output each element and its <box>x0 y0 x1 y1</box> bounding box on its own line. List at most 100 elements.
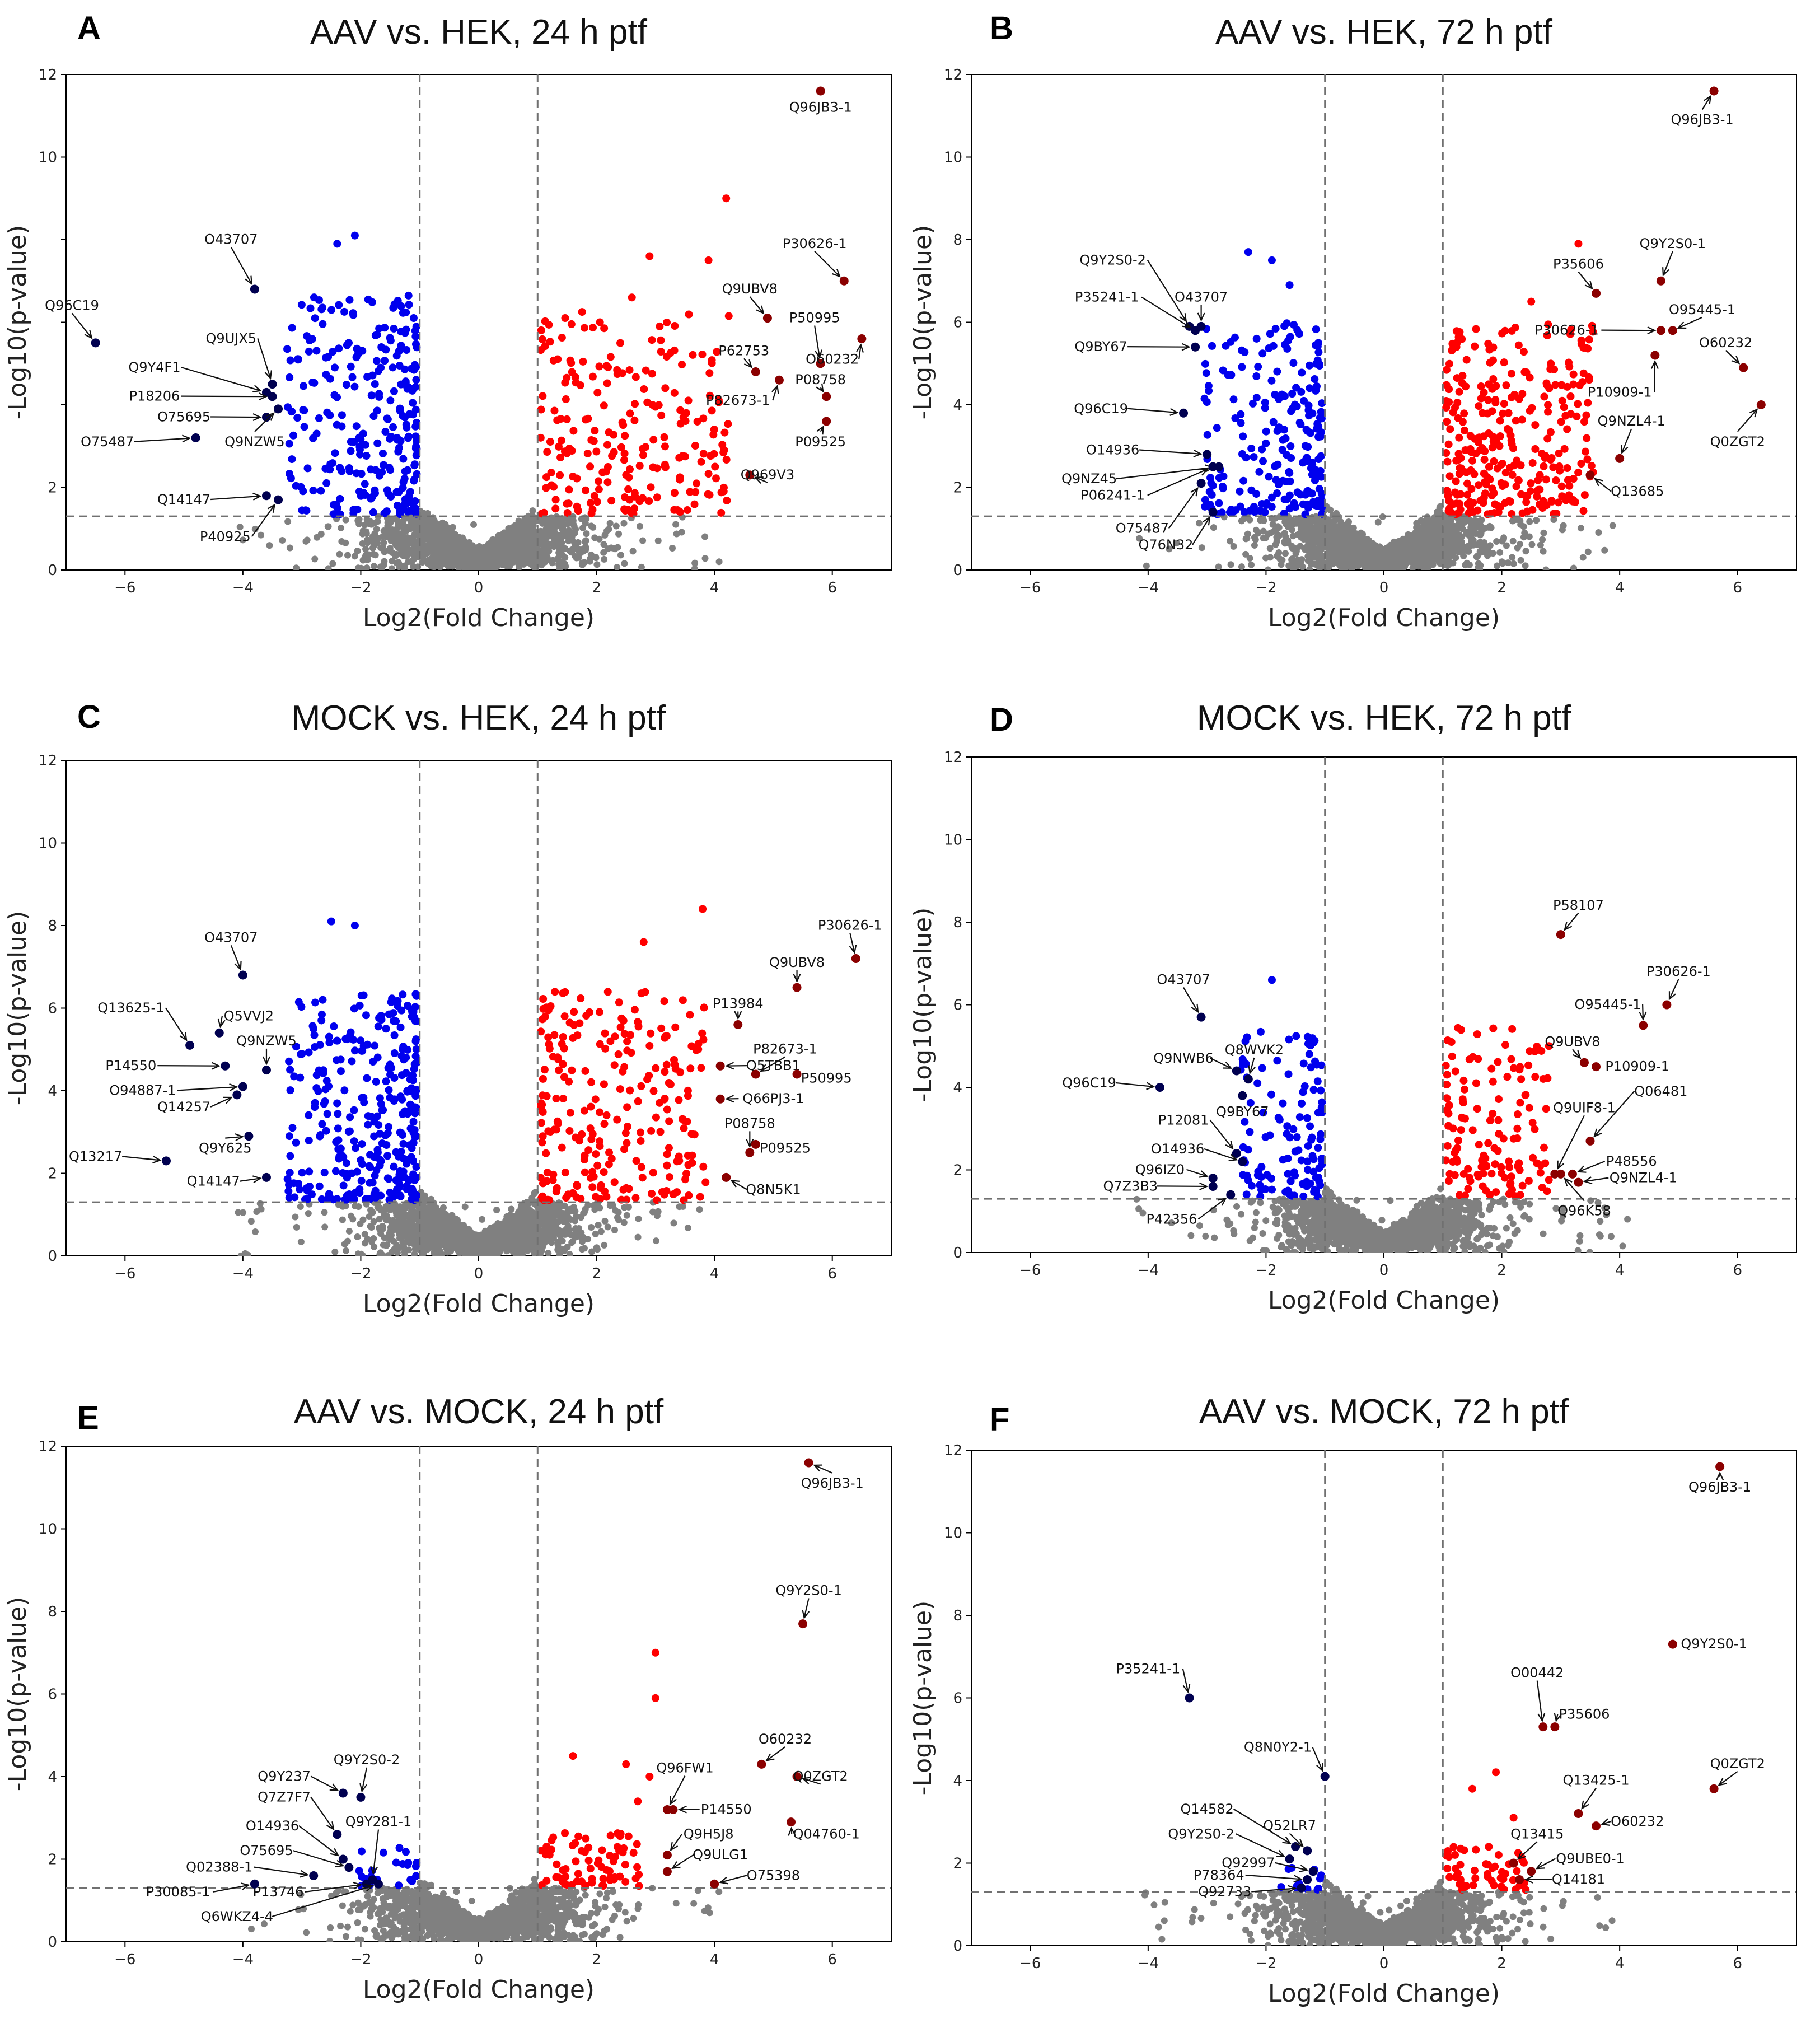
ns-point <box>1423 535 1430 542</box>
ns-point <box>359 540 366 547</box>
ns-point <box>1292 557 1299 564</box>
annotation-arrow <box>1594 478 1611 492</box>
ns-point <box>1405 557 1412 564</box>
ns-point <box>266 542 273 549</box>
ns-point <box>691 565 698 570</box>
up-point <box>1460 409 1468 418</box>
down-point <box>1299 500 1307 508</box>
down-point <box>1252 334 1261 343</box>
up-point <box>1546 428 1555 436</box>
up-point <box>1542 475 1550 484</box>
down-point <box>338 422 346 431</box>
down-point <box>1308 409 1317 418</box>
protein-label: Q96JB3-1 <box>789 99 852 115</box>
down-point <box>335 344 343 353</box>
up-point <box>1563 464 1571 473</box>
up-point <box>1466 432 1475 440</box>
up-point <box>1533 487 1542 495</box>
down-point <box>1258 499 1266 508</box>
down-point <box>374 367 382 375</box>
ns-point <box>363 564 371 570</box>
down-point <box>1314 348 1323 357</box>
up-point <box>1544 401 1552 409</box>
ns-point <box>1526 518 1533 525</box>
annotation-arrow <box>755 476 768 483</box>
ns-point <box>239 536 246 544</box>
up-point <box>542 484 550 492</box>
x-tick-label: 6 <box>827 1265 837 1282</box>
ns-point <box>329 560 336 567</box>
down-point <box>347 362 355 371</box>
ns-point <box>403 544 410 551</box>
outlier-point <box>628 293 636 302</box>
annotation-arrow <box>1127 408 1178 413</box>
up-point <box>1474 438 1482 446</box>
down-point <box>1309 498 1317 506</box>
ns-point <box>582 544 589 552</box>
up-point <box>705 490 714 499</box>
ns-point <box>1210 524 1217 531</box>
up-point <box>1504 409 1513 417</box>
up-point <box>1442 449 1451 457</box>
up-point <box>639 451 647 459</box>
up-point <box>1498 459 1506 468</box>
protein-label: O75695 <box>157 409 210 425</box>
arrow-head <box>1677 321 1687 329</box>
ns-point <box>1416 540 1424 547</box>
up-point <box>540 508 548 517</box>
down-point <box>1247 444 1256 452</box>
down-point <box>401 413 409 422</box>
y-tick-label: 10 <box>944 149 962 166</box>
down-point <box>1298 368 1306 377</box>
up-point <box>705 369 714 377</box>
down-point <box>317 305 326 314</box>
down-point <box>367 391 376 400</box>
ns-point <box>401 524 408 531</box>
up-point <box>1574 468 1583 476</box>
down-point <box>377 343 386 351</box>
down-point <box>1273 489 1281 498</box>
ns-point <box>1402 546 1409 554</box>
ns-point <box>672 521 680 528</box>
up-point <box>536 433 545 442</box>
ns-point <box>593 561 601 568</box>
down-point <box>1283 495 1292 503</box>
down-point <box>1318 399 1326 408</box>
down-point <box>405 301 413 309</box>
up-point <box>1490 457 1498 465</box>
down-point <box>355 443 364 451</box>
up-point <box>539 392 547 400</box>
up-point <box>1552 476 1560 484</box>
ns-point <box>534 517 541 524</box>
y-tick-label: 0 <box>953 562 962 579</box>
ns-point <box>419 549 427 556</box>
up-point <box>1508 326 1516 335</box>
highlight-point <box>1756 400 1766 409</box>
protein-label: Q9UBV8 <box>722 281 778 297</box>
up-point <box>1518 415 1526 424</box>
down-point <box>1275 395 1283 403</box>
down-point <box>330 391 339 399</box>
up-point <box>603 478 612 487</box>
arrow-head <box>259 392 268 401</box>
down-point <box>345 467 354 475</box>
protein-label: Q9Y4F1 <box>128 359 180 375</box>
ns-point <box>1429 550 1437 558</box>
up-point <box>1580 418 1589 426</box>
down-point <box>1219 472 1228 480</box>
protein-label: P62753 <box>718 343 769 359</box>
down-point <box>1291 503 1299 511</box>
ns-point <box>461 563 469 570</box>
protein-label: Q9Y2S0-2 <box>1079 252 1146 268</box>
y-tick-label: 8 <box>953 232 962 249</box>
down-point <box>1300 396 1308 405</box>
up-point <box>550 483 558 491</box>
ns-point <box>1451 545 1458 553</box>
up-point <box>1566 410 1575 418</box>
ns-point <box>519 522 526 529</box>
annotation-arrow <box>257 338 272 379</box>
down-point <box>1201 359 1209 368</box>
down-point <box>383 415 392 423</box>
ns-point <box>1343 549 1350 557</box>
down-point <box>1273 367 1281 376</box>
